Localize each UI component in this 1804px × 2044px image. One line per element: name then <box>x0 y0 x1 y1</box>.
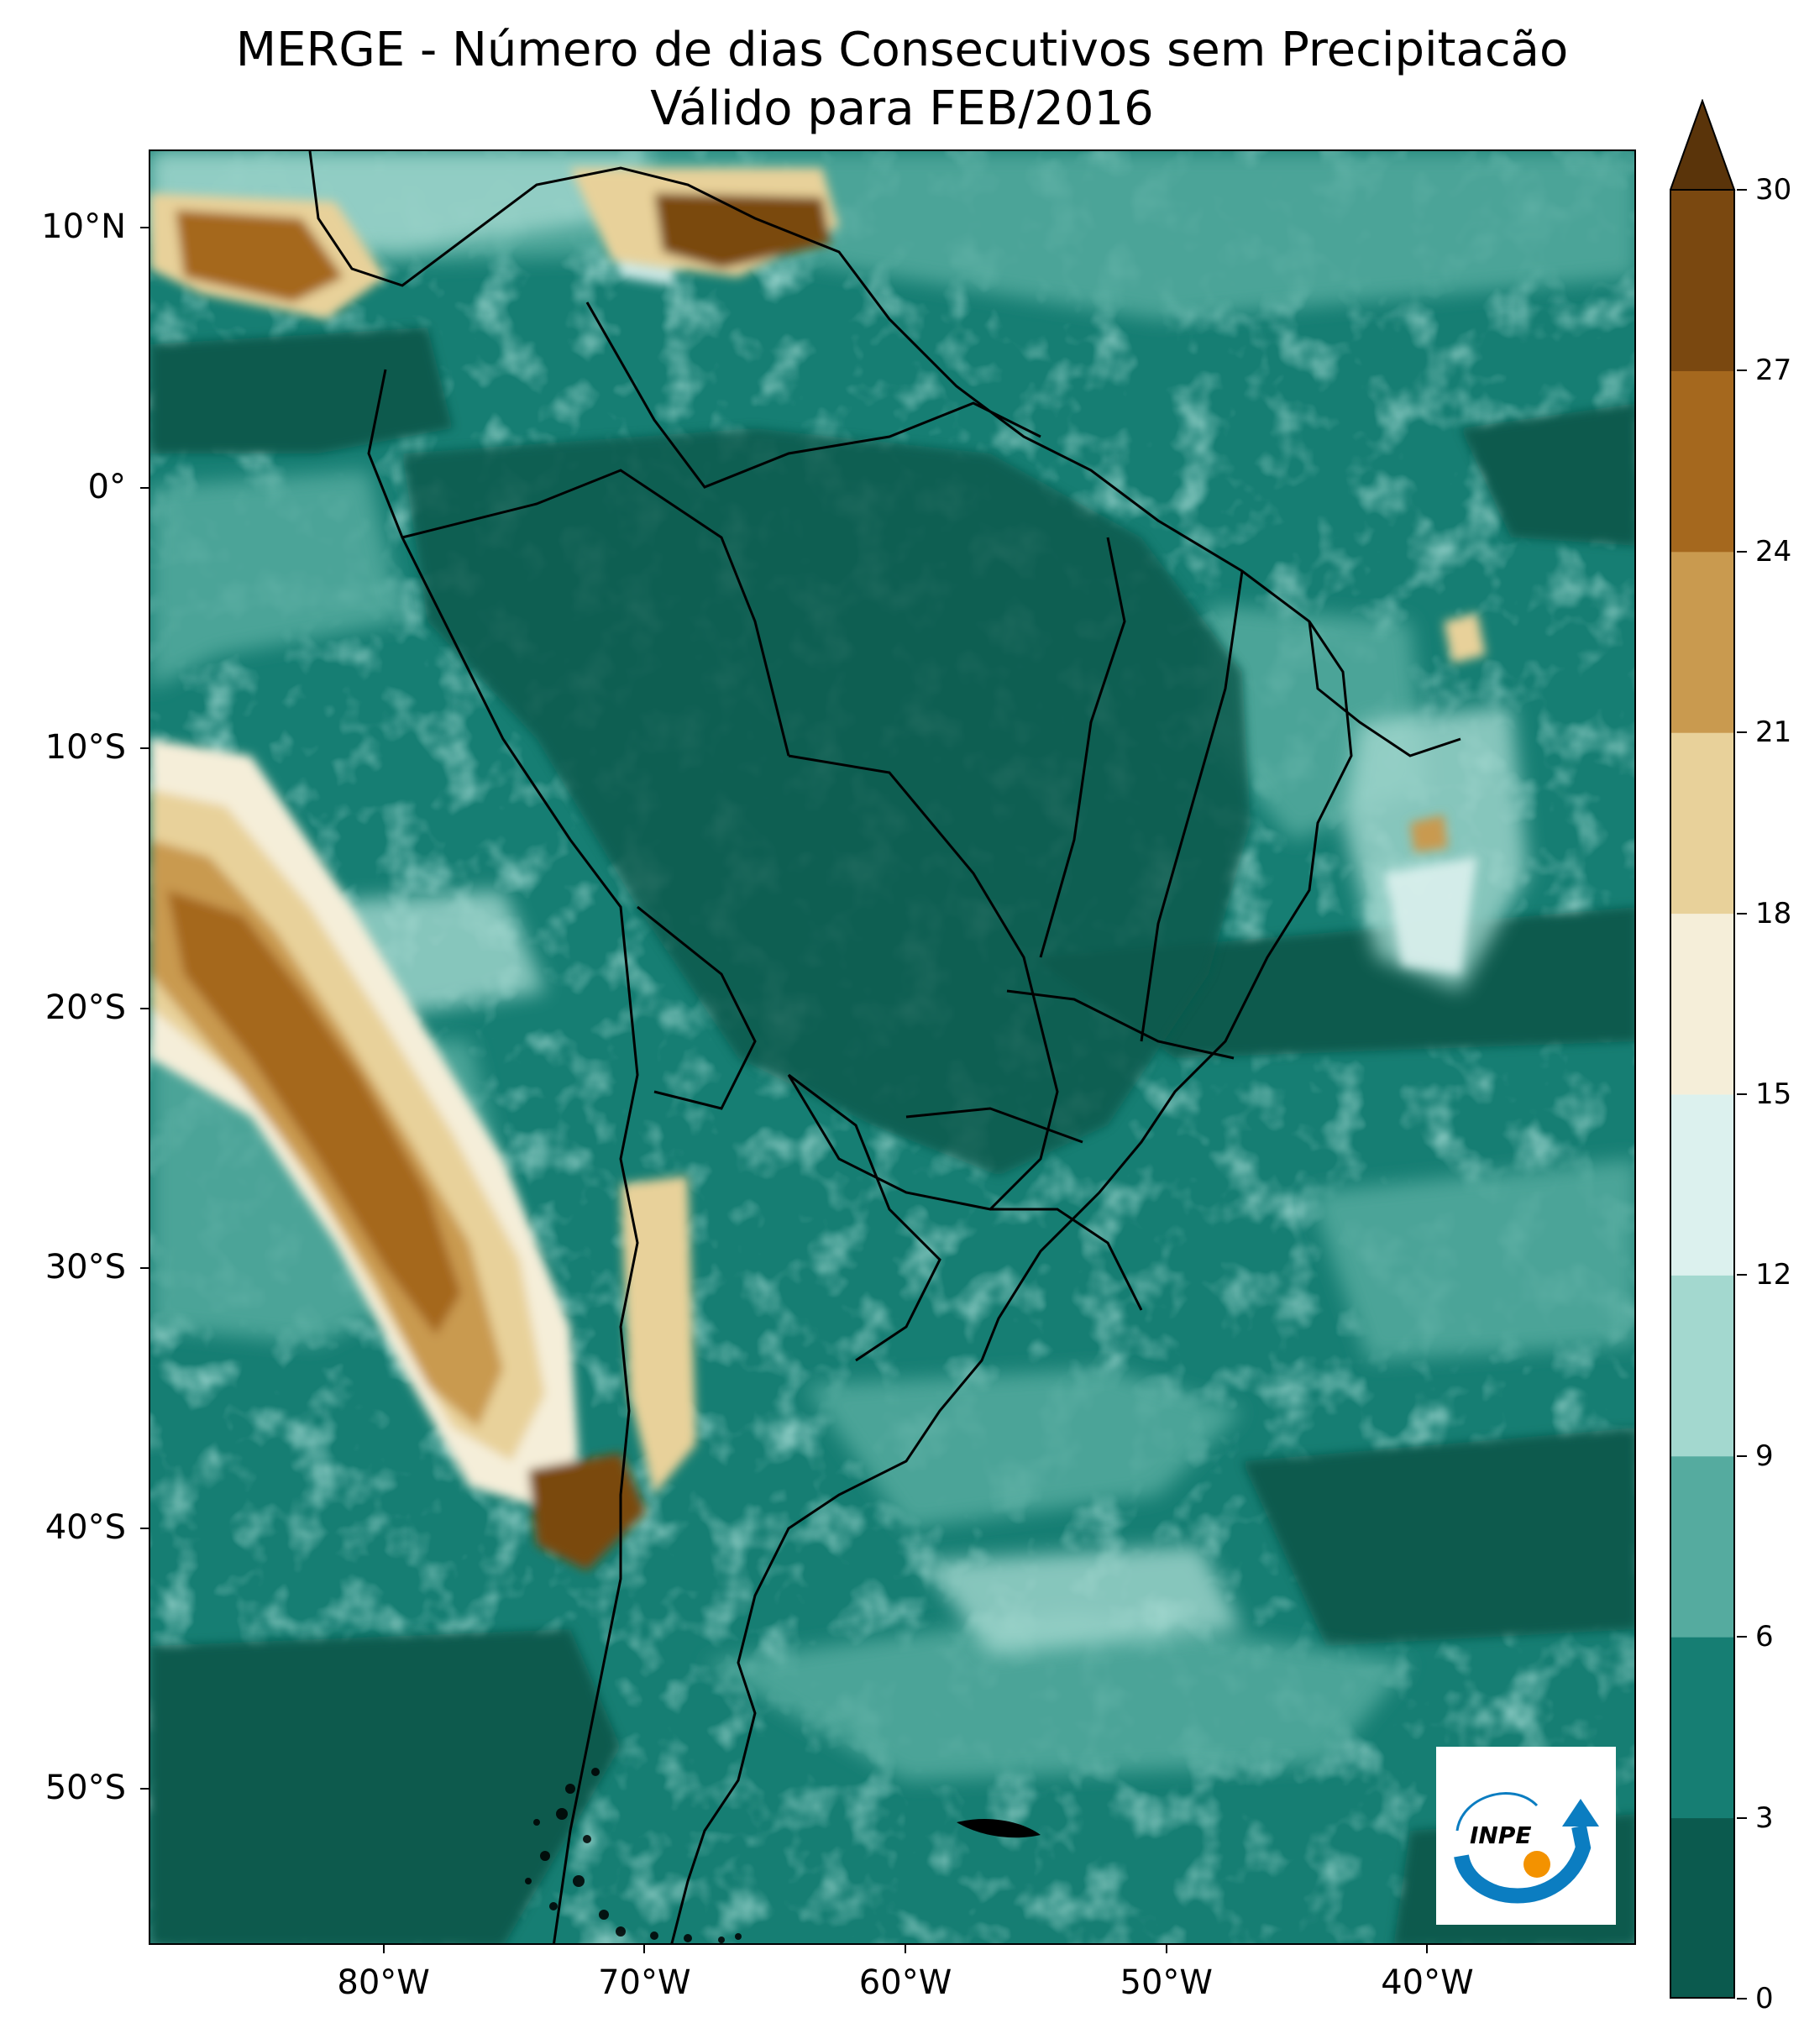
lat-tick-label: 10°N <box>41 207 126 246</box>
colorbar-segment <box>1670 1455 1734 1638</box>
logo-arrow <box>1562 1799 1599 1826</box>
lat-tick-label: 20°S <box>45 988 126 1027</box>
colorbar-segment <box>1670 1817 1734 1999</box>
colorbar-segment <box>1670 370 1734 553</box>
lat-tick-mark <box>140 486 149 489</box>
colorbar-segment <box>1670 1637 1734 1819</box>
colorbar-tick-mark <box>1737 189 1747 191</box>
lat-tick-mark <box>140 747 149 749</box>
colorbar-tick-mark <box>1737 1998 1747 1999</box>
lon-tick-label: 60°W <box>858 1963 952 2002</box>
colorbar-extend-arrow <box>1669 98 1736 191</box>
map-subtitle: Válido para FEB/2016 <box>650 81 1154 136</box>
colorbar-tick-mark <box>1737 1274 1747 1276</box>
lat-tick-label: 50°S <box>45 1769 126 1808</box>
colorbar <box>1669 98 1737 1999</box>
colorbar-tick-label: 3 <box>1755 1800 1774 1835</box>
lat-tick-mark <box>140 1007 149 1009</box>
lat-tick-label: 0° <box>87 467 126 506</box>
dry-coastal-areas <box>150 168 1486 1570</box>
lat-tick-mark <box>140 1267 149 1270</box>
colorbar-segment <box>1670 551 1734 733</box>
colorbar-tick-label: 24 <box>1755 534 1792 569</box>
inpe-logo: INPE <box>1436 1747 1616 1925</box>
falkland-islands <box>957 1818 1041 1838</box>
inpe-logo-graphic: INPE <box>1454 1792 1599 1904</box>
colorbar-tick-label: 12 <box>1755 1258 1792 1292</box>
colorbar-tick-label: 27 <box>1755 354 1792 388</box>
colorbar-tick-mark <box>1737 1816 1747 1819</box>
logo-dot <box>1523 1851 1550 1878</box>
lat-tick-label: 30°S <box>45 1248 126 1287</box>
colorbar-tick-mark <box>1737 550 1747 553</box>
logo-text: INPE <box>1470 1821 1532 1849</box>
colorbar-segment <box>1670 732 1734 915</box>
colorbar-tick-mark <box>1737 731 1747 734</box>
colorbar-segment <box>1670 913 1734 1095</box>
lon-tick-mark <box>1426 1945 1429 1953</box>
colorbar-tick-label: 30 <box>1755 173 1792 207</box>
lat-tick-label: 10°S <box>45 727 126 767</box>
colorbar-outline <box>1670 189 1735 1999</box>
colorbar-tick-label: 18 <box>1755 896 1792 930</box>
lat-tick-label: 40°S <box>45 1508 126 1548</box>
colorbar-segment <box>1670 1275 1734 1457</box>
colorbar-tick-mark <box>1737 912 1747 915</box>
colorbar-tick-label: 6 <box>1755 1620 1774 1654</box>
colorbar-tick-label: 9 <box>1755 1439 1774 1473</box>
lon-tick-label: 70°W <box>598 1963 691 2002</box>
amazon-dark-area <box>402 428 1251 1176</box>
map-canvas <box>150 151 1634 1943</box>
lon-tick-label: 40°W <box>1381 1963 1474 2002</box>
precipitation-map <box>149 149 1636 1945</box>
colorbar-tick-label: 15 <box>1755 1077 1792 1111</box>
lon-tick-mark <box>1165 1945 1167 1953</box>
colorbar-tick-label: 21 <box>1755 715 1792 750</box>
colorbar-tick-mark <box>1737 1093 1747 1095</box>
lon-tick-label: 80°W <box>337 1963 430 2002</box>
lat-tick-mark <box>140 1528 149 1530</box>
colorbar-segment <box>1670 190 1734 371</box>
colorbar-tick-label: 0 <box>1755 1982 1774 2015</box>
lon-tick-mark <box>905 1945 907 1953</box>
colorbar-segment <box>1670 1094 1734 1276</box>
country-borders <box>308 151 1461 1943</box>
colorbar-tick-mark <box>1737 369 1747 372</box>
logo-arc <box>1454 1825 1592 1904</box>
lon-tick-label: 50°W <box>1120 1963 1213 2002</box>
patagonia-coast <box>525 1768 742 1943</box>
map-title: MERGE - Número de dias Consecutivos sem … <box>235 23 1569 77</box>
lat-tick-mark <box>140 1788 149 1790</box>
lon-tick-mark <box>643 1945 646 1953</box>
colorbar-graphic <box>1669 98 1736 1999</box>
lon-tick-mark <box>382 1945 385 1953</box>
lat-tick-mark <box>140 226 149 228</box>
colorbar-tick-mark <box>1737 1454 1747 1457</box>
colorbar-tick-mark <box>1737 1636 1747 1638</box>
